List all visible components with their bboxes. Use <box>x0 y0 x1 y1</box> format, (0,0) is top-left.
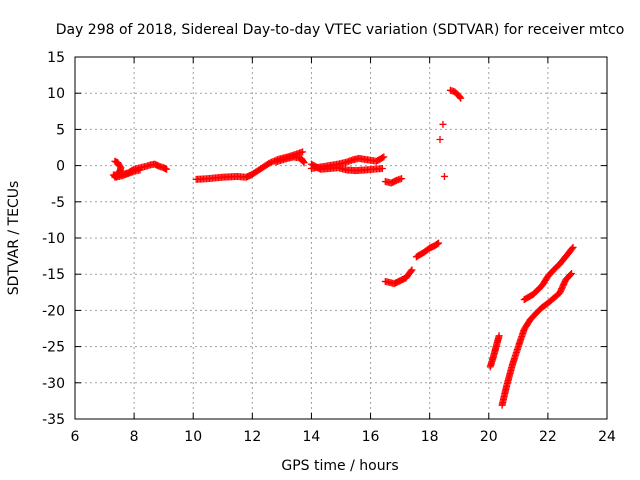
data-point <box>163 165 171 173</box>
y-tick-label: 10 <box>47 86 65 102</box>
y-tick-label: -30 <box>42 376 65 392</box>
data-point <box>299 158 307 166</box>
y-tick-label: -10 <box>42 231 65 247</box>
data-points <box>109 86 577 409</box>
data-point <box>378 164 386 172</box>
grid <box>75 57 607 419</box>
x-tick-label: 14 <box>303 429 321 445</box>
x-tick-label: 22 <box>539 429 557 445</box>
data-point <box>435 239 443 247</box>
y-tick-label: -15 <box>42 267 65 283</box>
chart-title: Day 298 of 2018, Sidereal Day-to-day VTE… <box>56 22 625 38</box>
data-point <box>495 332 503 340</box>
x-tick-label: 18 <box>421 429 439 445</box>
data-point <box>300 159 308 167</box>
data-point <box>439 120 447 128</box>
y-tick-label: 0 <box>56 159 65 175</box>
x-tick-label: 6 <box>71 429 80 445</box>
data-point <box>568 269 576 277</box>
x-tick-label: 8 <box>130 429 139 445</box>
data-point <box>436 136 444 144</box>
data-point <box>569 243 577 251</box>
y-tick-label: 5 <box>56 122 65 138</box>
data-point <box>380 153 388 161</box>
data-point <box>440 172 448 180</box>
data-point <box>136 166 144 174</box>
x-tick-label: 12 <box>243 429 261 445</box>
data-point <box>567 271 575 279</box>
axis-ticks: 6 8 10 12 14 16 18 20 22 24 15 10 5 0 -5 -10 -15 -20 -25 -3… <box>42 50 616 445</box>
data-point <box>457 94 465 102</box>
y-tick-label: -35 <box>42 412 65 428</box>
x-axis-label: GPS time / hours <box>281 458 398 474</box>
data-point <box>456 93 464 101</box>
x-tick-label: 24 <box>598 429 616 445</box>
data-point <box>434 240 442 248</box>
y-axis-label: SDTVAR / TECUs <box>6 181 22 296</box>
x-tick-label: 10 <box>184 429 202 445</box>
data-point <box>379 154 387 162</box>
y-tick-label: -20 <box>42 303 65 319</box>
data-point <box>408 266 416 274</box>
data-point <box>568 245 576 253</box>
data-point <box>398 175 406 183</box>
y-tick-label: -5 <box>51 195 65 211</box>
data-point <box>299 148 307 156</box>
data-point <box>407 267 415 275</box>
y-tick-label: -25 <box>42 340 65 356</box>
x-tick-label: 20 <box>480 429 498 445</box>
x-tick-label: 16 <box>362 429 380 445</box>
y-tick-label: 15 <box>47 50 65 66</box>
